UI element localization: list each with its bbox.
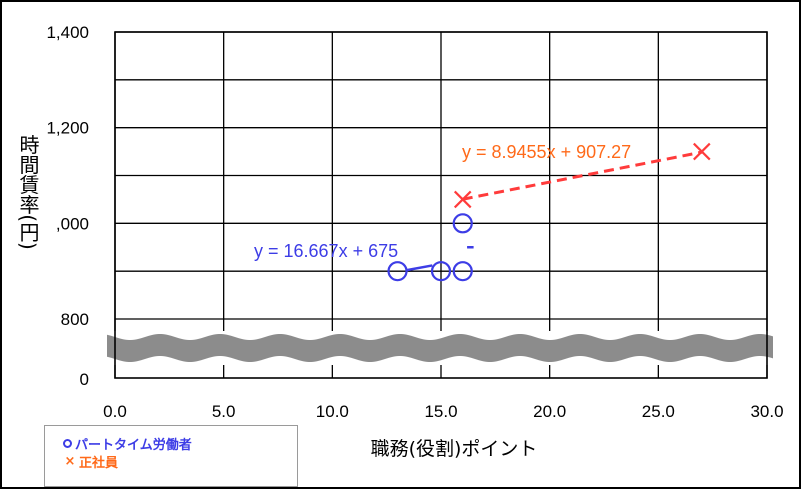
y-tick-label: 800 — [61, 310, 89, 329]
x-stroke — [453, 190, 472, 209]
x-tick-label: 0.0 — [103, 402, 127, 421]
grid — [114, 31, 768, 378]
plot-border — [114, 31, 768, 379]
trendline-label-regular: y = 8.9455x + 907.27 — [462, 142, 631, 162]
y-axis-label: 時間賃率(円) — [16, 134, 40, 250]
legend-label-part-time: パートタイム労働者 — [75, 438, 192, 453]
tick-labels: 0.0 5.0 10.0 15.0 20.0 25.0 30.0 0 800 ,000 1,200 1… — [46, 23, 783, 421]
y-tick-label: 1,200 — [46, 119, 89, 138]
trendlines: y = 16.667x + 675 y = 8.9455x + 907.27 — [254, 142, 703, 272]
y-tick-label: 0 — [80, 370, 89, 389]
x-tick-label: 20.0 — [533, 402, 566, 421]
y-tick-label: 1,400 — [46, 23, 89, 42]
x-tick-label: 5.0 — [212, 402, 236, 421]
trendline-label-part-time: y = 16.667x + 675 — [254, 241, 398, 261]
y-tick-label: ,000 — [56, 214, 89, 233]
break-wave — [107, 334, 773, 362]
trendline-regular — [462, 150, 703, 201]
x-stroke — [693, 142, 711, 161]
axis-labels: 職務(役割)ポイント 時間賃率(円) — [16, 134, 537, 460]
point-part-time — [387, 261, 408, 282]
point-regular — [693, 142, 711, 161]
axes — [114, 31, 768, 379]
point-part-time — [430, 261, 452, 282]
legend: パートタイム労働者 × 正社員 — [44, 425, 298, 487]
legend-item-regular: × 正社員 — [63, 452, 118, 471]
x-axis-label: 職務(役割)ポイント — [371, 438, 538, 460]
legend-item-part-time: パートタイム労働者 — [63, 434, 192, 453]
x-tick-label: 25.0 — [642, 402, 675, 421]
point-part-time — [452, 213, 473, 234]
trendline-part-time — [406, 264, 433, 272]
x-marker-icon: × — [64, 454, 76, 469]
circle-marker-icon — [63, 439, 72, 448]
x-tick-label: 10.0 — [316, 402, 349, 421]
x-tick-label: 15.0 — [424, 402, 457, 421]
legend-label-regular: 正社員 — [79, 456, 119, 471]
x-tick-label: 30.0 — [750, 402, 783, 421]
point-part-time — [452, 261, 473, 282]
data-marks — [387, 142, 711, 282]
axis-break-band — [105, 331, 777, 365]
point-regular — [453, 190, 472, 209]
